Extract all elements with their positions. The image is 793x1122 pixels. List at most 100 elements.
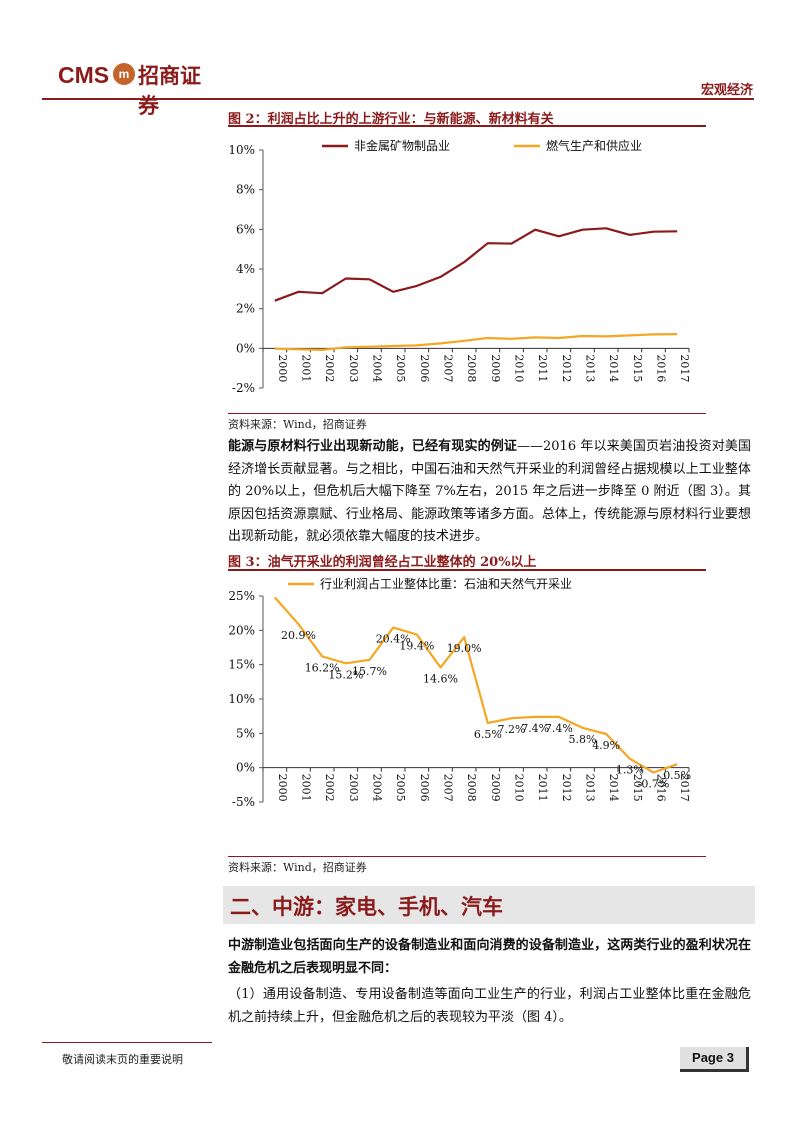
paragraph-body: ——2016 年以来美国页岩油投资对美国经济增长贡献显著。与之相比，中国石油和天…	[228, 439, 751, 544]
footer-note: 敬请阅读末页的重要说明	[62, 1053, 183, 1066]
chart1-x-tick-label: 2005	[394, 354, 407, 382]
chart2-data-label: 14.6%	[423, 672, 458, 685]
chart2-x-tick-label: 2005	[394, 774, 407, 802]
chart1-x-tick-label: 2014	[607, 354, 620, 382]
chart1-x-tick-label: 2004	[371, 354, 384, 382]
chart2-y-tick-label: 15%	[228, 658, 255, 672]
section-heading: 二、中游：家电、手机、汽车	[230, 895, 503, 919]
chart2-data-label: 7.4%	[545, 722, 573, 735]
chart1-x-tick-label: 2011	[536, 354, 549, 382]
chart2-x-tick-label: 2015	[631, 774, 644, 802]
chart2-x-tick-label: 2016	[655, 774, 668, 802]
company-logo: CMS m 招商证券	[58, 60, 218, 118]
chart2-x-tick-label: 2006	[418, 774, 431, 802]
chart2-x-tick-label: 2017	[678, 774, 691, 802]
chart2-legend-label: 行业利润占工业整体比重：石油和天然气开采业	[320, 576, 572, 591]
chart1-x-tick-label: 2016	[655, 354, 668, 382]
section-heading-bar	[223, 886, 755, 924]
chart1-x-tick-label: 2010	[513, 354, 526, 382]
page-number: Page 3	[680, 1047, 749, 1072]
chart1-x-tick-label: 2017	[678, 354, 691, 382]
figure3-chart: -5% 0% 5% 10% 15% 20% 25% 2000 2001 2002 2003 2004 2…	[228, 576, 691, 809]
chart2-x-tick-label: 2014	[607, 774, 620, 802]
chart2-x-tick-label: 2000	[276, 774, 289, 802]
chart2-x-tick-label: 2002	[323, 774, 336, 802]
chart1-x-tick-label: 2000	[276, 354, 289, 382]
section-label: 宏观经济	[700, 83, 753, 98]
chart2-data-label: 19.4%	[399, 639, 434, 652]
chart2-y-tick-label: 10%	[228, 692, 255, 706]
chart1-x-tick-label: 2009	[489, 354, 502, 382]
paragraph-bold-lead: 能源与原材料行业出现新动能，已经有现实的例证	[228, 439, 517, 454]
figure3-title-rule	[228, 569, 706, 571]
chart1-x-tick-label: 2006	[418, 354, 431, 382]
chart2-x-tick-label: 2003	[347, 774, 360, 802]
chart2-data-label: 4.9%	[592, 739, 620, 752]
chart2-x-tick-label: 2004	[371, 774, 384, 802]
chart2-data-label: 5.8%	[569, 733, 597, 746]
chart2-y-tick-label: 20%	[228, 623, 255, 637]
chart2-y-tick-label: 25%	[228, 589, 255, 603]
chart1-y-tick-label: 0%	[236, 341, 255, 355]
chart1-x-tick-label: 2008	[465, 354, 478, 382]
chart1-y-tick-label: 4%	[236, 262, 255, 276]
figure2-title-rule	[228, 125, 706, 127]
chart2-data-label: 16.2%	[305, 661, 340, 674]
paragraph-general-equipment: （1）通用设备制造、专用设备制造等面向工业生产的行业，利润占工业整体比重在金融危…	[228, 987, 751, 1025]
chart2-data-label: 7.2%	[498, 723, 526, 736]
paragraph-new-momentum: 能源与原材料行业出现新动能，已经有现实的例证——2016 年以来美国页岩油投资对…	[228, 436, 751, 549]
chart1-legend-label: 非金属矿物制品业	[354, 138, 450, 153]
chart1-series-line	[274, 333, 678, 351]
chart1-y-tick-label: 10%	[228, 143, 255, 157]
chart2-data-label: 19.0%	[447, 642, 482, 655]
chart2-y-tick-label: 0%	[236, 761, 255, 775]
chart2-data-label: 15.2%	[328, 668, 363, 681]
paragraph-midstream: 中游制造业包括面向生产的设备制造业和面向消费的设备制造业，这两类行业的盈利状况在…	[228, 935, 751, 980]
chart2-x-tick-label: 2008	[465, 774, 478, 802]
chart1-legend-label: 燃气生产和供应业	[546, 138, 642, 153]
chart2-series-line	[273, 596, 678, 774]
chart2-x-tick-label: 2007	[442, 774, 455, 802]
figure3-title: 图 3：油气开采业的利润曾经占工业整体的 20%以上	[228, 555, 537, 570]
chart2-x-tick-label: 2013	[584, 774, 597, 802]
figure2-source-rule	[228, 413, 706, 414]
chart1-y-tick-label: 8%	[236, 183, 255, 197]
figure3-source-rule	[228, 856, 706, 857]
chart1-y-tick-label: 6%	[236, 222, 255, 236]
chart1-series-line	[274, 227, 678, 302]
chart1-y-tick-label: -2%	[232, 381, 255, 395]
logo-seal-icon: m	[113, 63, 135, 85]
chart2-data-label: 20.4%	[376, 633, 411, 646]
chart1-x-tick-label: 2003	[347, 354, 360, 382]
figure3-source: 资料来源：Wind，招商证券	[228, 861, 367, 874]
logo-latin: CMS	[58, 62, 110, 88]
footer-divider	[42, 1042, 212, 1043]
figure2-source: 资料来源：Wind，招商证券	[228, 418, 367, 431]
chart2-y-tick-label: -5%	[232, 795, 255, 809]
chart1-y-tick-label: 2%	[236, 302, 255, 316]
paragraph-midstream-bold: 中游制造业包括面向生产的设备制造业和面向消费的设备制造业，这两类行业的盈利状况在…	[228, 938, 751, 976]
chart2-data-label: 7.4%	[521, 722, 549, 735]
header-divider	[42, 98, 754, 100]
chart2-data-label: 1.3%	[616, 764, 644, 777]
chart1-x-tick-label: 2002	[323, 354, 336, 382]
chart2-x-tick-label: 2001	[300, 774, 313, 802]
logo-chinese: 招商证券	[138, 63, 201, 118]
chart2-y-tick-label: 5%	[236, 726, 255, 740]
chart1-x-tick-label: 2013	[584, 354, 597, 382]
figure2-title: 图 2：利润占比上升的上游行业：与新能源、新材料有关	[228, 112, 554, 127]
chart1-x-tick-label: 2015	[631, 354, 644, 382]
chart1-x-tick-label: 2007	[442, 354, 455, 382]
chart2-data-label: 0.5%	[663, 769, 691, 782]
chart2-x-tick-label: 2009	[489, 774, 502, 802]
chart1-x-tick-label: 2001	[300, 354, 313, 382]
chart2-data-label: 6.5%	[474, 728, 502, 741]
chart2-data-label: 15.7%	[352, 665, 387, 678]
chart2-x-tick-label: 2011	[536, 774, 549, 802]
chart2-data-label: -0.7%	[638, 777, 670, 790]
chart1-x-tick-label: 2012	[560, 354, 573, 382]
chart2-x-tick-label: 2010	[513, 774, 526, 802]
figure2-chart: -2% 0% 2% 4% 6% 8% 10% 2000 2001 2002 2003 2004 2005…	[228, 138, 691, 395]
chart2-x-tick-label: 2012	[560, 774, 573, 802]
chart2-data-label: 20.9%	[281, 629, 316, 642]
